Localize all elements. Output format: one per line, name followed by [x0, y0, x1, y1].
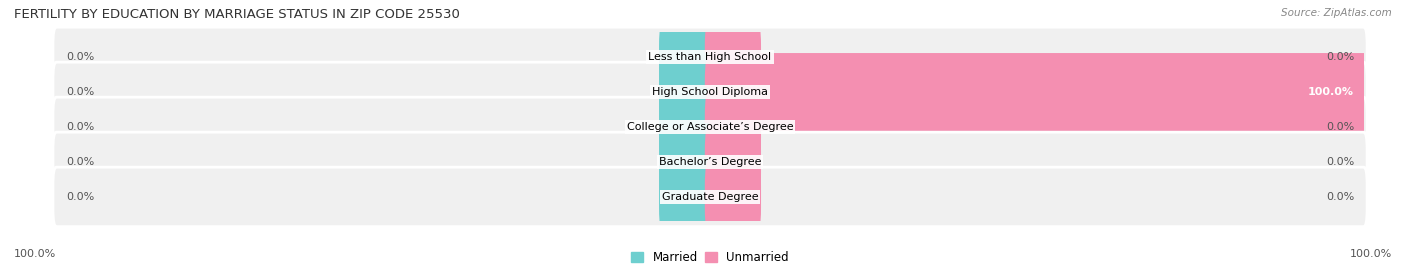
- Text: 0.0%: 0.0%: [1326, 122, 1354, 132]
- Text: 100.0%: 100.0%: [1308, 87, 1354, 97]
- Text: 0.0%: 0.0%: [1326, 192, 1354, 202]
- Text: 0.0%: 0.0%: [66, 122, 94, 132]
- FancyBboxPatch shape: [659, 88, 716, 166]
- Text: 0.0%: 0.0%: [66, 192, 94, 202]
- Text: 0.0%: 0.0%: [1326, 52, 1354, 62]
- FancyBboxPatch shape: [53, 97, 1367, 157]
- Text: 100.0%: 100.0%: [1350, 249, 1392, 259]
- FancyBboxPatch shape: [53, 62, 1367, 122]
- FancyBboxPatch shape: [659, 158, 716, 236]
- FancyBboxPatch shape: [704, 123, 761, 201]
- FancyBboxPatch shape: [704, 158, 761, 236]
- Text: Graduate Degree: Graduate Degree: [662, 192, 758, 202]
- Text: High School Diploma: High School Diploma: [652, 87, 768, 97]
- FancyBboxPatch shape: [659, 18, 716, 96]
- Text: Less than High School: Less than High School: [648, 52, 772, 62]
- FancyBboxPatch shape: [704, 53, 1369, 131]
- FancyBboxPatch shape: [659, 53, 716, 131]
- FancyBboxPatch shape: [53, 132, 1367, 192]
- Text: Bachelor’s Degree: Bachelor’s Degree: [659, 157, 761, 167]
- FancyBboxPatch shape: [659, 123, 716, 201]
- Text: 0.0%: 0.0%: [66, 157, 94, 167]
- Text: College or Associate’s Degree: College or Associate’s Degree: [627, 122, 793, 132]
- FancyBboxPatch shape: [53, 27, 1367, 87]
- Legend: Married, Unmarried: Married, Unmarried: [627, 246, 793, 268]
- Text: FERTILITY BY EDUCATION BY MARRIAGE STATUS IN ZIP CODE 25530: FERTILITY BY EDUCATION BY MARRIAGE STATU…: [14, 8, 460, 21]
- Text: 0.0%: 0.0%: [66, 52, 94, 62]
- FancyBboxPatch shape: [704, 18, 761, 96]
- Text: Source: ZipAtlas.com: Source: ZipAtlas.com: [1281, 8, 1392, 18]
- Text: 100.0%: 100.0%: [14, 249, 56, 259]
- FancyBboxPatch shape: [704, 88, 761, 166]
- Text: 0.0%: 0.0%: [1326, 157, 1354, 167]
- FancyBboxPatch shape: [53, 167, 1367, 227]
- Text: 0.0%: 0.0%: [66, 87, 94, 97]
